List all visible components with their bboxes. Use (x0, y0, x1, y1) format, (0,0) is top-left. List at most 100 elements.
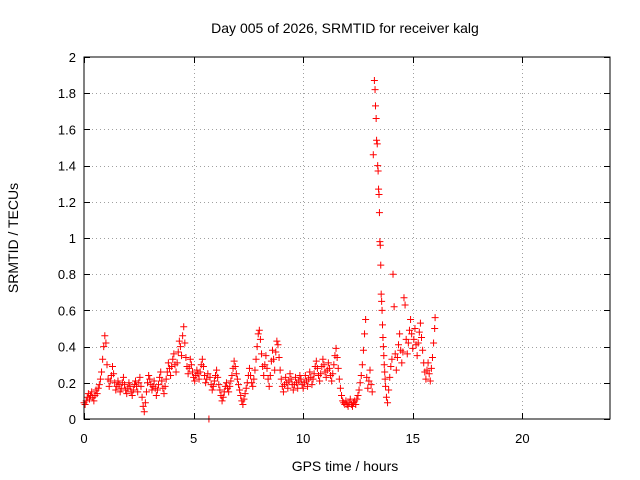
data-point (402, 335, 410, 343)
data-point (291, 373, 299, 381)
data-point (376, 241, 384, 249)
data-point (204, 370, 212, 378)
data-point (99, 355, 107, 363)
data-point (193, 366, 201, 374)
data-point (231, 363, 239, 371)
data-point (279, 388, 287, 396)
x-tick-label: 20 (515, 431, 529, 446)
data-point (156, 373, 164, 381)
data-point (219, 393, 227, 401)
data-point (317, 370, 325, 378)
data-point (110, 370, 118, 378)
data-point (413, 352, 421, 360)
data-point (182, 353, 190, 361)
data-point (392, 366, 400, 374)
data-point (196, 368, 204, 376)
data-point (277, 375, 285, 383)
data-point (355, 386, 363, 394)
data-point (338, 391, 346, 399)
y-tick-label: 1.4 (58, 159, 76, 174)
data-point (415, 328, 423, 336)
data-point (121, 381, 129, 389)
data-point (180, 323, 188, 331)
data-point (146, 375, 154, 383)
data-point (379, 321, 387, 329)
data-point (407, 315, 415, 323)
data-point (174, 348, 182, 356)
data-point (426, 377, 434, 385)
grid-lines (84, 57, 610, 419)
data-point (253, 343, 261, 351)
data-point (364, 384, 372, 392)
data-point (90, 397, 98, 405)
data-point (129, 386, 137, 394)
data-point (158, 377, 166, 385)
data-point (172, 368, 180, 376)
data-point (157, 368, 165, 376)
data-point (123, 390, 131, 398)
data-point (301, 372, 309, 380)
data-point (142, 388, 150, 396)
data-point (368, 388, 376, 396)
data-point (395, 341, 403, 349)
data-point (252, 355, 260, 363)
data-point (380, 352, 388, 360)
data-point (117, 384, 125, 392)
data-point (112, 386, 120, 394)
data-point (105, 382, 113, 390)
data-point (312, 357, 320, 365)
x-tick-label: 0 (80, 431, 87, 446)
data-point (358, 361, 366, 369)
data-point (248, 379, 256, 387)
data-point (95, 381, 103, 389)
data-point (354, 391, 362, 399)
data-points (80, 77, 439, 423)
data-point (287, 375, 295, 383)
data-point (137, 382, 145, 390)
data-point (379, 334, 387, 342)
x-tick-label: 15 (406, 431, 420, 446)
data-point (325, 364, 333, 372)
data-point (241, 390, 249, 398)
data-point (160, 390, 168, 398)
data-point (430, 339, 438, 347)
data-point (186, 355, 194, 363)
data-point (188, 368, 196, 376)
data-point (239, 401, 247, 409)
data-point (431, 314, 439, 322)
data-point (185, 364, 193, 372)
data-point (369, 151, 377, 159)
data-point (427, 364, 435, 372)
axis-ticks (84, 57, 610, 420)
data-point (132, 377, 140, 385)
data-point (329, 370, 337, 378)
data-point (268, 346, 276, 354)
data-point (400, 294, 408, 302)
data-point (216, 386, 224, 394)
data-point (381, 375, 389, 383)
data-point (363, 373, 371, 381)
y-tick-label: 1 (69, 231, 76, 246)
data-point (213, 366, 221, 374)
data-point (299, 384, 307, 392)
data-point (155, 381, 163, 389)
data-point (423, 366, 431, 374)
data-point (226, 382, 234, 390)
data-point (379, 343, 387, 351)
data-point (386, 373, 394, 381)
data-point (181, 339, 189, 347)
data-point (387, 363, 395, 371)
data-point (139, 402, 147, 410)
data-point (111, 379, 119, 387)
y-tick-label: 0.8 (58, 267, 76, 282)
data-point (140, 408, 148, 416)
data-point (266, 372, 274, 380)
data-point (418, 334, 426, 342)
data-point (320, 361, 328, 369)
data-point (168, 363, 176, 371)
data-point (232, 370, 240, 378)
data-point (297, 375, 305, 383)
data-point (116, 388, 124, 396)
data-point (375, 191, 383, 199)
